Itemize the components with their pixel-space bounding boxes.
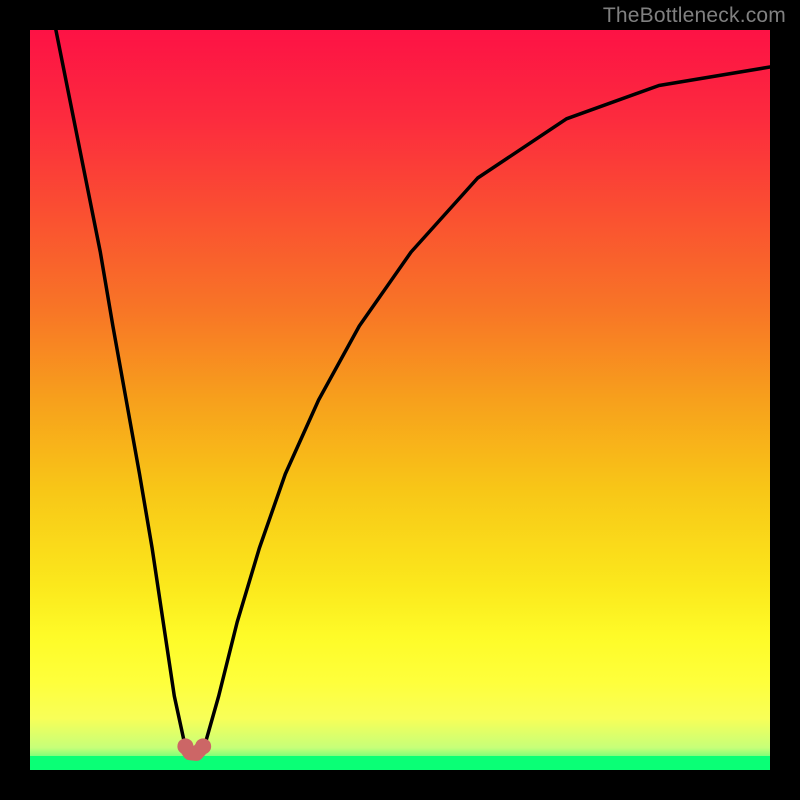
watermark-text: TheBottleneck.com — [603, 4, 786, 28]
marker-dot — [195, 738, 211, 754]
plot-area — [30, 30, 770, 770]
bottleneck-curve — [56, 30, 770, 755]
bottleneck-curve-svg — [30, 30, 770, 770]
marker-dot — [177, 738, 193, 754]
markers-group — [177, 738, 211, 754]
chart-canvas: TheBottleneck.com — [0, 0, 800, 800]
